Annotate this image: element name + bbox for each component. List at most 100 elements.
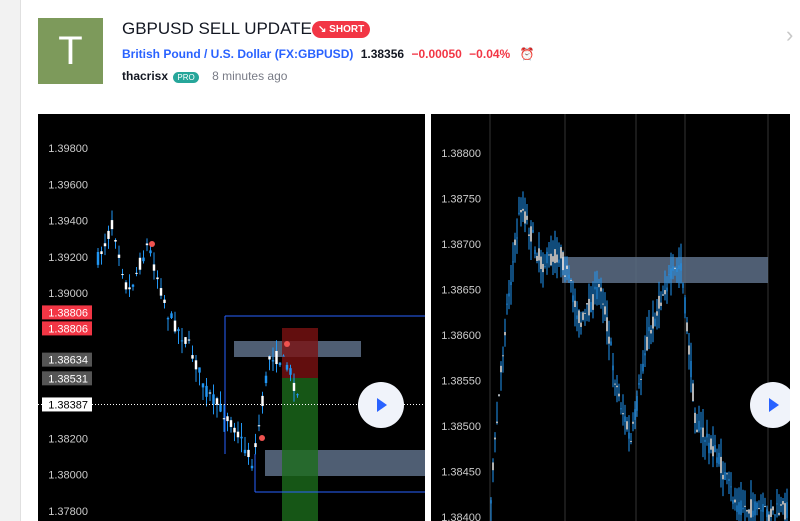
candle: [622, 413, 624, 415]
candle: [778, 512, 780, 515]
candle: [658, 295, 660, 309]
candle: [686, 322, 688, 332]
play-button[interactable]: [358, 382, 404, 428]
candle: [226, 416, 229, 422]
candle: [208, 392, 212, 394]
candle: [170, 313, 173, 318]
candle: [564, 275, 566, 277]
candle: [682, 283, 684, 288]
candle: [678, 265, 680, 270]
candle: [278, 362, 282, 366]
candle: [156, 277, 159, 280]
candle: [556, 254, 558, 263]
badge-text: SHORT: [329, 24, 365, 35]
idea-title: GBPUSD SELL UPDATE: [122, 19, 312, 38]
candle: [254, 443, 257, 448]
price-tick: 1.38000: [48, 470, 88, 482]
change: −0.00050: [411, 47, 462, 61]
candle: [718, 452, 720, 465]
candle: [271, 360, 275, 362]
candle: [770, 508, 772, 517]
alarm-icon[interactable]: ⏰: [519, 47, 535, 61]
candle: [744, 505, 746, 507]
candle: [590, 302, 592, 313]
price-label: 1.38806: [48, 307, 88, 319]
candle: [774, 514, 776, 516]
candle: [538, 248, 540, 261]
candle: [598, 283, 600, 288]
candle: [247, 449, 250, 458]
candle: [656, 311, 658, 316]
candle: [131, 284, 135, 287]
price-tick: 1.38800: [441, 148, 481, 160]
candle: [222, 418, 226, 420]
time: 8 minutes ago: [212, 69, 288, 83]
candle: [568, 274, 570, 279]
candle: [219, 403, 222, 412]
candle: [494, 437, 496, 440]
candle: [632, 421, 634, 424]
price-label-bg: [42, 371, 92, 386]
candle: [780, 504, 782, 506]
price-tick: 1.38600: [441, 330, 481, 342]
candle: [580, 322, 582, 327]
next-chevron[interactable]: ›: [786, 22, 794, 47]
candle: [163, 299, 166, 303]
candle: [250, 465, 254, 469]
candle: [640, 378, 642, 380]
candle: [490, 500, 492, 504]
candle: [578, 310, 580, 324]
candle: [592, 294, 594, 310]
candle: [782, 501, 784, 505]
candle: [642, 363, 644, 372]
candle: [588, 298, 590, 316]
author[interactable]: thacrisx: [122, 69, 169, 83]
candle: [696, 429, 698, 433]
candle: [518, 212, 520, 214]
play-icon[interactable]: [769, 398, 779, 412]
symbol-name[interactable]: British Pound / U.S. Dollar: [122, 47, 272, 61]
candle: [616, 385, 618, 388]
candle: [710, 438, 712, 450]
candle: [704, 439, 706, 442]
candle: [100, 251, 103, 255]
candle: [562, 252, 564, 271]
candle: [508, 293, 510, 297]
short-badge: ↘ SHORT: [312, 21, 371, 38]
candle: [512, 261, 514, 263]
chart-right: 1.38800 1.38750 1.38700 1.38650 1.38600 1.385…: [431, 114, 790, 521]
candle: [212, 394, 215, 405]
candle: [672, 266, 674, 271]
candle: [756, 502, 758, 510]
symbol-line: British Pound / U.S. Dollar (FX:GBPUSD) …: [122, 47, 535, 61]
candle: [560, 247, 562, 259]
candle: [522, 208, 524, 211]
candle: [548, 254, 550, 256]
candle: [668, 273, 670, 275]
price-label: 1.38634: [48, 355, 88, 367]
price-tick: 1.38700: [441, 239, 481, 251]
candle: [177, 329, 180, 332]
price-tick: 1.39800: [48, 143, 88, 155]
price-tick: 1.38750: [441, 194, 481, 206]
candle: [742, 507, 744, 510]
candle: [159, 288, 163, 296]
candle: [732, 500, 734, 504]
candle: [720, 456, 722, 474]
candle: [712, 446, 714, 457]
symbol-code[interactable]: (FX:GBPUSD): [274, 47, 354, 61]
candle: [660, 302, 662, 306]
candle: [128, 287, 131, 290]
candle: [628, 432, 630, 439]
play-icon[interactable]: [377, 398, 387, 412]
play-button[interactable]: [750, 382, 790, 428]
change-pct: −0.04%: [469, 47, 511, 61]
candle: [149, 250, 152, 254]
candle: [233, 427, 236, 433]
candle: [201, 383, 205, 388]
candle: [492, 462, 494, 471]
pro-badge: PRO: [173, 72, 199, 83]
candle: [516, 237, 518, 239]
candle: [630, 440, 632, 442]
candle: [496, 421, 498, 424]
